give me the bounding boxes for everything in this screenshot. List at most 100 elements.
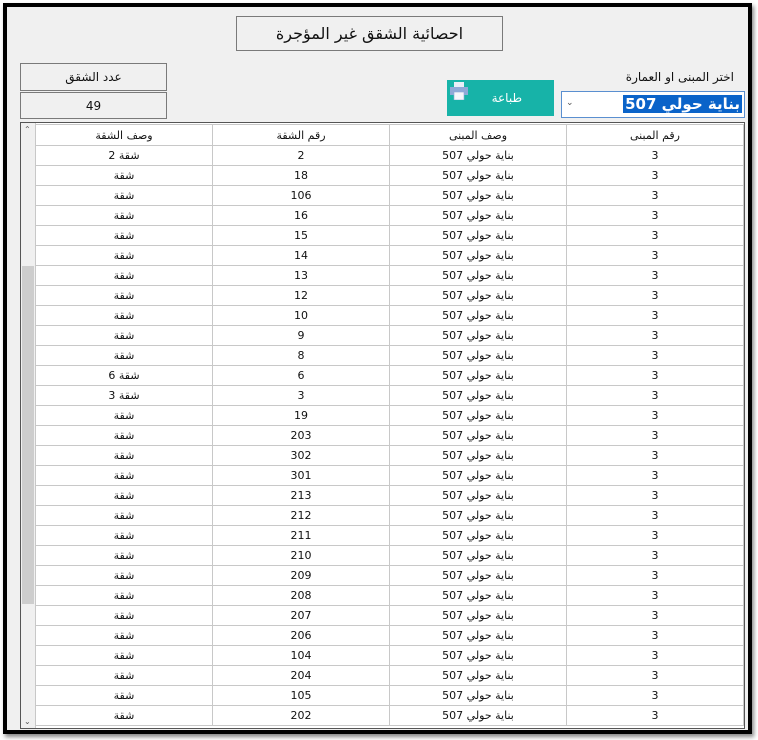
table-cell[interactable]: بناية حولي 507 xyxy=(389,465,567,486)
table-cell[interactable]: شقة xyxy=(35,545,213,566)
table-cell[interactable]: شقة xyxy=(35,705,213,726)
table-cell[interactable]: بناية حولي 507 xyxy=(389,565,567,586)
table-cell[interactable]: شقة xyxy=(35,585,213,606)
table-cell[interactable]: 213 xyxy=(212,485,390,506)
table-cell[interactable]: 3 xyxy=(566,465,744,486)
table-cell[interactable]: 3 xyxy=(566,165,744,186)
table-row[interactable]: 3 بناية حولي 507 6 شقة 6 xyxy=(35,365,744,386)
table-cell[interactable]: بناية حولي 507 xyxy=(389,425,567,446)
table-row[interactable]: 3 بناية حولي 507 210 شقة xyxy=(35,545,744,566)
table-cell[interactable]: بناية حولي 507 xyxy=(389,645,567,666)
table-cell[interactable]: 19 xyxy=(212,405,390,426)
table-cell[interactable]: شقة xyxy=(35,285,213,306)
table-cell[interactable]: بناية حولي 507 xyxy=(389,325,567,346)
table-cell[interactable]: 18 xyxy=(212,165,390,186)
table-cell[interactable]: 104 xyxy=(212,645,390,666)
table-cell[interactable]: شقة xyxy=(35,185,213,206)
building-select[interactable]: بناية حولي 507 ⌄ xyxy=(561,91,745,118)
table-row[interactable]: 3 بناية حولي 507 2 شقة 2 xyxy=(35,145,744,166)
table-cell[interactable]: شقة xyxy=(35,525,213,546)
scroll-up-icon[interactable]: ⌃ xyxy=(24,125,31,134)
table-cell[interactable]: بناية حولي 507 xyxy=(389,185,567,206)
table-cell[interactable]: شقة xyxy=(35,645,213,666)
table-cell[interactable]: 3 xyxy=(566,285,744,306)
table-cell[interactable]: 8 xyxy=(212,345,390,366)
table-cell[interactable]: شقة 3 xyxy=(35,385,213,406)
table-cell[interactable]: شقة xyxy=(35,485,213,506)
table-cell[interactable]: بناية حولي 507 xyxy=(389,385,567,406)
table-cell[interactable]: بناية حولي 507 xyxy=(389,305,567,326)
table-cell[interactable]: 3 xyxy=(566,205,744,226)
table-cell[interactable]: بناية حولي 507 xyxy=(389,665,567,686)
column-header[interactable]: رقم المبنى xyxy=(566,124,744,146)
table-cell[interactable]: 105 xyxy=(212,685,390,706)
table-cell[interactable]: 3 xyxy=(566,565,744,586)
table-cell[interactable]: بناية حولي 507 xyxy=(389,245,567,266)
table-cell[interactable]: 6 xyxy=(212,365,390,386)
table-cell[interactable]: بناية حولي 507 xyxy=(389,285,567,306)
table-row[interactable]: 3 بناية حولي 507 15 شقة xyxy=(35,225,744,246)
table-cell[interactable]: 202 xyxy=(212,705,390,726)
table-cell[interactable]: 212 xyxy=(212,505,390,526)
table-cell[interactable]: شقة xyxy=(35,565,213,586)
table-cell[interactable]: بناية حولي 507 xyxy=(389,485,567,506)
table-cell[interactable]: بناية حولي 507 xyxy=(389,365,567,386)
table-cell[interactable]: بناية حولي 507 xyxy=(389,705,567,726)
table-row[interactable]: 3 بناية حولي 507 3 شقة 3 xyxy=(35,385,744,406)
table-cell[interactable]: شقة xyxy=(35,425,213,446)
table-cell[interactable]: 3 xyxy=(566,485,744,506)
table-row[interactable]: 3 بناية حولي 507 212 شقة xyxy=(35,505,744,526)
table-cell[interactable]: شقة xyxy=(35,665,213,686)
table-row[interactable]: 3 بناية حولي 507 203 شقة xyxy=(35,425,744,446)
table-cell[interactable]: 3 xyxy=(566,325,744,346)
table-cell[interactable]: بناية حولي 507 xyxy=(389,405,567,426)
table-cell[interactable]: 209 xyxy=(212,565,390,586)
table-row[interactable]: 3 بناية حولي 507 8 شقة xyxy=(35,345,744,366)
table-cell[interactable]: بناية حولي 507 xyxy=(389,685,567,706)
table-cell[interactable]: شقة xyxy=(35,625,213,646)
table-cell[interactable]: بناية حولي 507 xyxy=(389,445,567,466)
table-cell[interactable]: 3 xyxy=(566,245,744,266)
table-cell[interactable]: بناية حولي 507 xyxy=(389,265,567,286)
table-cell[interactable]: شقة xyxy=(35,205,213,226)
table-cell[interactable]: بناية حولي 507 xyxy=(389,525,567,546)
table-cell[interactable]: 3 xyxy=(566,605,744,626)
table-cell[interactable]: 3 xyxy=(566,445,744,466)
table-row[interactable]: 3 بناية حولي 507 207 شقة xyxy=(35,605,744,626)
table-cell[interactable]: 3 xyxy=(566,225,744,246)
column-header[interactable]: رقم الشقة xyxy=(212,124,390,146)
table-row[interactable]: 3 بناية حولي 507 301 شقة xyxy=(35,465,744,486)
table-cell[interactable]: 12 xyxy=(212,285,390,306)
table-cell[interactable]: 3 xyxy=(566,705,744,726)
table-cell[interactable]: 204 xyxy=(212,665,390,686)
table-cell[interactable]: بناية حولي 507 xyxy=(389,165,567,186)
table-cell[interactable]: 302 xyxy=(212,445,390,466)
table-row[interactable]: 3 بناية حولي 507 105 شقة xyxy=(35,685,744,706)
table-cell[interactable]: 3 xyxy=(566,305,744,326)
table-cell[interactable]: 106 xyxy=(212,185,390,206)
scroll-down-icon[interactable]: ⌄ xyxy=(24,717,31,726)
table-cell[interactable]: شقة xyxy=(35,405,213,426)
table-cell[interactable]: 3 xyxy=(566,385,744,406)
table-cell[interactable]: 3 xyxy=(566,145,744,166)
table-cell[interactable]: 10 xyxy=(212,305,390,326)
table-cell[interactable]: 3 xyxy=(566,585,744,606)
table-cell[interactable]: شقة xyxy=(35,225,213,246)
table-cell[interactable]: 207 xyxy=(212,605,390,626)
table-cell[interactable]: 2 xyxy=(212,145,390,166)
table-cell[interactable]: 203 xyxy=(212,425,390,446)
table-cell[interactable]: 3 xyxy=(566,365,744,386)
table-row[interactable]: 3 بناية حولي 507 302 شقة xyxy=(35,445,744,466)
table-row[interactable]: 3 بناية حولي 507 14 شقة xyxy=(35,245,744,266)
scrollbar-thumb[interactable] xyxy=(22,266,34,604)
table-cell[interactable]: 3 xyxy=(566,425,744,446)
table-row[interactable]: 3 بناية حولي 507 209 شقة xyxy=(35,565,744,586)
table-cell[interactable]: 3 xyxy=(566,505,744,526)
table-row[interactable]: 3 بناية حولي 507 106 شقة xyxy=(35,185,744,206)
vertical-scrollbar[interactable]: ⌃ ⌄ xyxy=(21,123,36,728)
table-row[interactable]: 3 بناية حولي 507 10 شقة xyxy=(35,305,744,326)
table-row[interactable]: 3 بناية حولي 507 104 شقة xyxy=(35,645,744,666)
table-cell[interactable]: شقة xyxy=(35,445,213,466)
table-cell[interactable]: 3 xyxy=(566,645,744,666)
table-cell[interactable]: 3 xyxy=(566,185,744,206)
